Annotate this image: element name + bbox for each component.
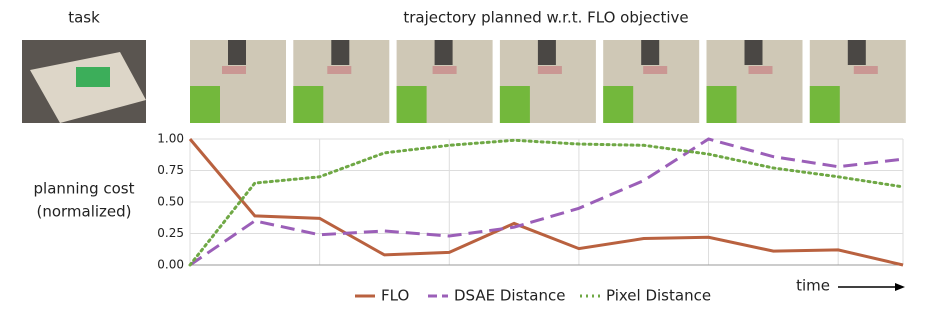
frame-arm	[331, 40, 350, 65]
frame-object	[327, 66, 352, 74]
frame-object	[748, 66, 773, 74]
frame-pad	[190, 86, 220, 123]
time-arrow-head	[895, 283, 905, 291]
frame-pad	[499, 86, 530, 123]
chart-title: trajectory planned w.r.t. FLO objective	[403, 9, 688, 27]
frame-object	[432, 66, 457, 74]
frame-pad	[396, 86, 427, 123]
frame-object	[853, 66, 878, 74]
trajectory-frames	[190, 40, 906, 123]
frame-object	[643, 66, 668, 74]
frame-pad	[706, 86, 737, 123]
frame-arm	[641, 40, 660, 65]
frame-arm	[744, 40, 763, 65]
frame-pad	[809, 86, 840, 123]
frame-arm	[537, 40, 556, 65]
frame-object	[222, 66, 246, 74]
series-line	[188, 138, 905, 267]
series-line	[188, 138, 904, 267]
legend-label: DSAE Distance	[454, 287, 565, 305]
series-line	[189, 137, 904, 267]
task-image	[22, 40, 146, 123]
frame-arm	[228, 40, 246, 65]
y-axis-label: (normalized)	[36, 203, 131, 221]
y-tick-label: 0.50	[157, 195, 184, 209]
frame-object	[537, 66, 562, 74]
x-axis-label: time	[796, 277, 830, 295]
task-label: task	[68, 9, 100, 27]
y-tick-label: 1.00	[157, 132, 184, 146]
legend-label: FLO	[381, 287, 409, 305]
frame-arm	[847, 40, 866, 65]
legend-label: Pixel Distance	[606, 287, 711, 305]
y-tick-label: 0.00	[157, 258, 184, 272]
frame-pad	[603, 86, 634, 123]
y-tick-label: 0.25	[157, 226, 184, 240]
frame-pad	[293, 86, 324, 123]
y-axis-label: planning cost	[34, 180, 135, 198]
frame-arm	[434, 40, 453, 65]
y-tick-label: 0.75	[157, 163, 184, 177]
